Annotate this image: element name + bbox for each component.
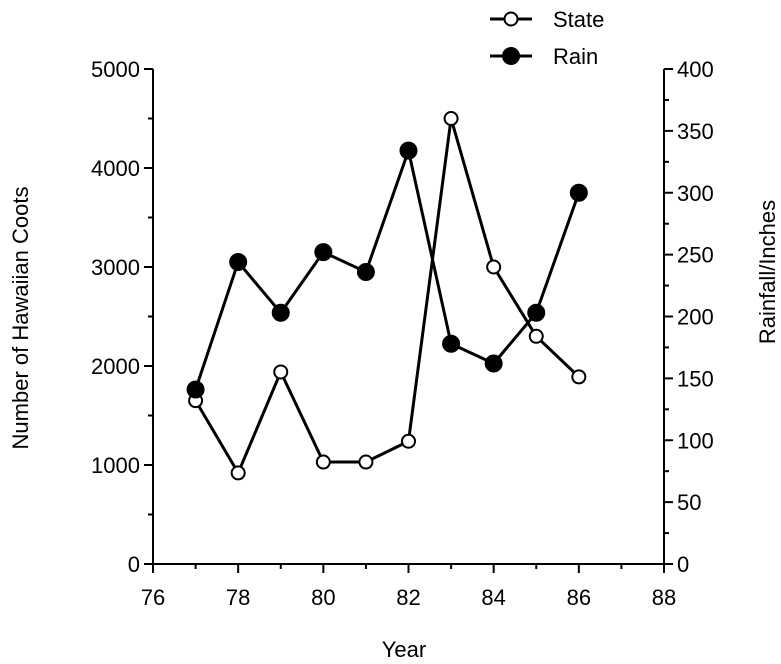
rain-point [186, 380, 205, 399]
state-point [315, 454, 331, 470]
y-left-tick-label: 4000 [91, 156, 140, 181]
y-right-tick-label: 250 [677, 243, 714, 268]
x-tick-label: 82 [396, 585, 420, 610]
y-left-tick-label: 1000 [91, 453, 140, 478]
y-right-tick-label: 200 [677, 305, 714, 330]
y-right-tick-label: 0 [677, 552, 689, 577]
legend: State Rain [490, 7, 604, 69]
y-left-tick-label: 5000 [91, 57, 140, 82]
y-axis-left-title: Number of Hawaiian Coots [8, 187, 33, 450]
y-axis-right-title: Rainfall/Inches [755, 200, 780, 344]
state-point [443, 111, 459, 126]
state-point [486, 259, 502, 275]
rain-legend-marker [502, 47, 520, 65]
y-right-tick-label: 300 [677, 181, 714, 206]
x-tick-label: 78 [226, 585, 250, 610]
rain-point [229, 253, 248, 272]
rain-point [569, 183, 588, 202]
rain-series-line [194, 149, 581, 390]
state-point [273, 364, 289, 380]
x-tick-label: 86 [567, 585, 591, 610]
x-tick-label: 84 [481, 585, 505, 610]
y-left-tick-label: 3000 [91, 255, 140, 280]
rain-point [399, 141, 418, 160]
state-point [230, 465, 246, 481]
rain-point [527, 303, 546, 322]
y-right-tick-label: 150 [677, 366, 714, 391]
rain-point [356, 262, 375, 281]
y-right-tick-label: 100 [677, 428, 714, 453]
y-left-tick-label: 2000 [91, 354, 140, 379]
y-left-tick-label: 0 [128, 552, 140, 577]
y-right-tick-label: 50 [677, 490, 701, 515]
rain-point [271, 303, 290, 322]
state-legend-label: State [553, 7, 604, 32]
x-tick-label: 80 [311, 585, 335, 610]
state-series-line [194, 117, 580, 475]
state-point [528, 328, 544, 344]
state-point [401, 433, 416, 449]
rain-point [314, 243, 333, 262]
x-axis-title: Year [382, 637, 426, 662]
series-layer [186, 111, 588, 481]
state-point [571, 369, 587, 385]
rain-point [484, 354, 503, 373]
y-right-tick-label: 400 [677, 57, 714, 82]
rain-point [442, 334, 461, 353]
axes: 76 78 80 82 84 86 8801000200030004000500005010… [91, 57, 714, 610]
state-point [358, 454, 374, 470]
x-tick-label: 88 [652, 585, 676, 610]
rain-legend-label: Rain [553, 44, 598, 69]
state-legend-marker [503, 11, 519, 27]
y-right-tick-label: 350 [677, 119, 714, 144]
x-tick-label: 76 [141, 585, 165, 610]
